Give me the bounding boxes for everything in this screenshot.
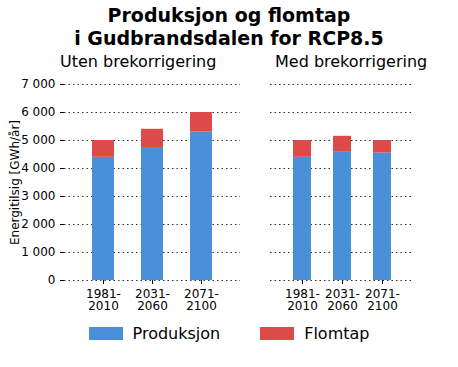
svg-text:Energitilsig [GWh/år]: Energitilsig [GWh/år] (8, 120, 22, 245)
svg-text:5 000: 5 000 (21, 133, 55, 147)
svg-text:6 000: 6 000 (21, 105, 55, 119)
svg-text:2071-2100: 2071-2100 (365, 287, 400, 313)
svg-text:1981-2010: 1981-2010 (86, 287, 121, 313)
svg-text:4 000: 4 000 (21, 161, 55, 175)
svg-text:1 000: 1 000 (21, 245, 55, 259)
svg-text:1981-2010: 1981-2010 (285, 287, 320, 313)
html-text:Uten brekorrigering: Uten brekorrigering (60, 52, 217, 71)
svg-text:2031-2060: 2031-2060 (135, 287, 170, 313)
html-text:Med brekorrigering: Med brekorrigering (275, 52, 428, 71)
svg-text:3 000: 3 000 (21, 189, 55, 203)
svg-text:2071-2100: 2071-2100 (184, 287, 219, 313)
html-text:Produksjon: Produksjon (132, 324, 221, 343)
html-text:Produksjon og flomtap i Gudbra: Produksjon og flomtap i Gudbrandsdalen f… (74, 4, 384, 49)
svg-text:2 000: 2 000 (21, 217, 55, 231)
svg-text:0: 0 (48, 273, 56, 287)
svg-text:2031-2060: 2031-2060 (325, 287, 360, 313)
svg-text:7 000: 7 000 (21, 77, 55, 91)
html-text:Flomtap: Flomtap (304, 324, 370, 343)
